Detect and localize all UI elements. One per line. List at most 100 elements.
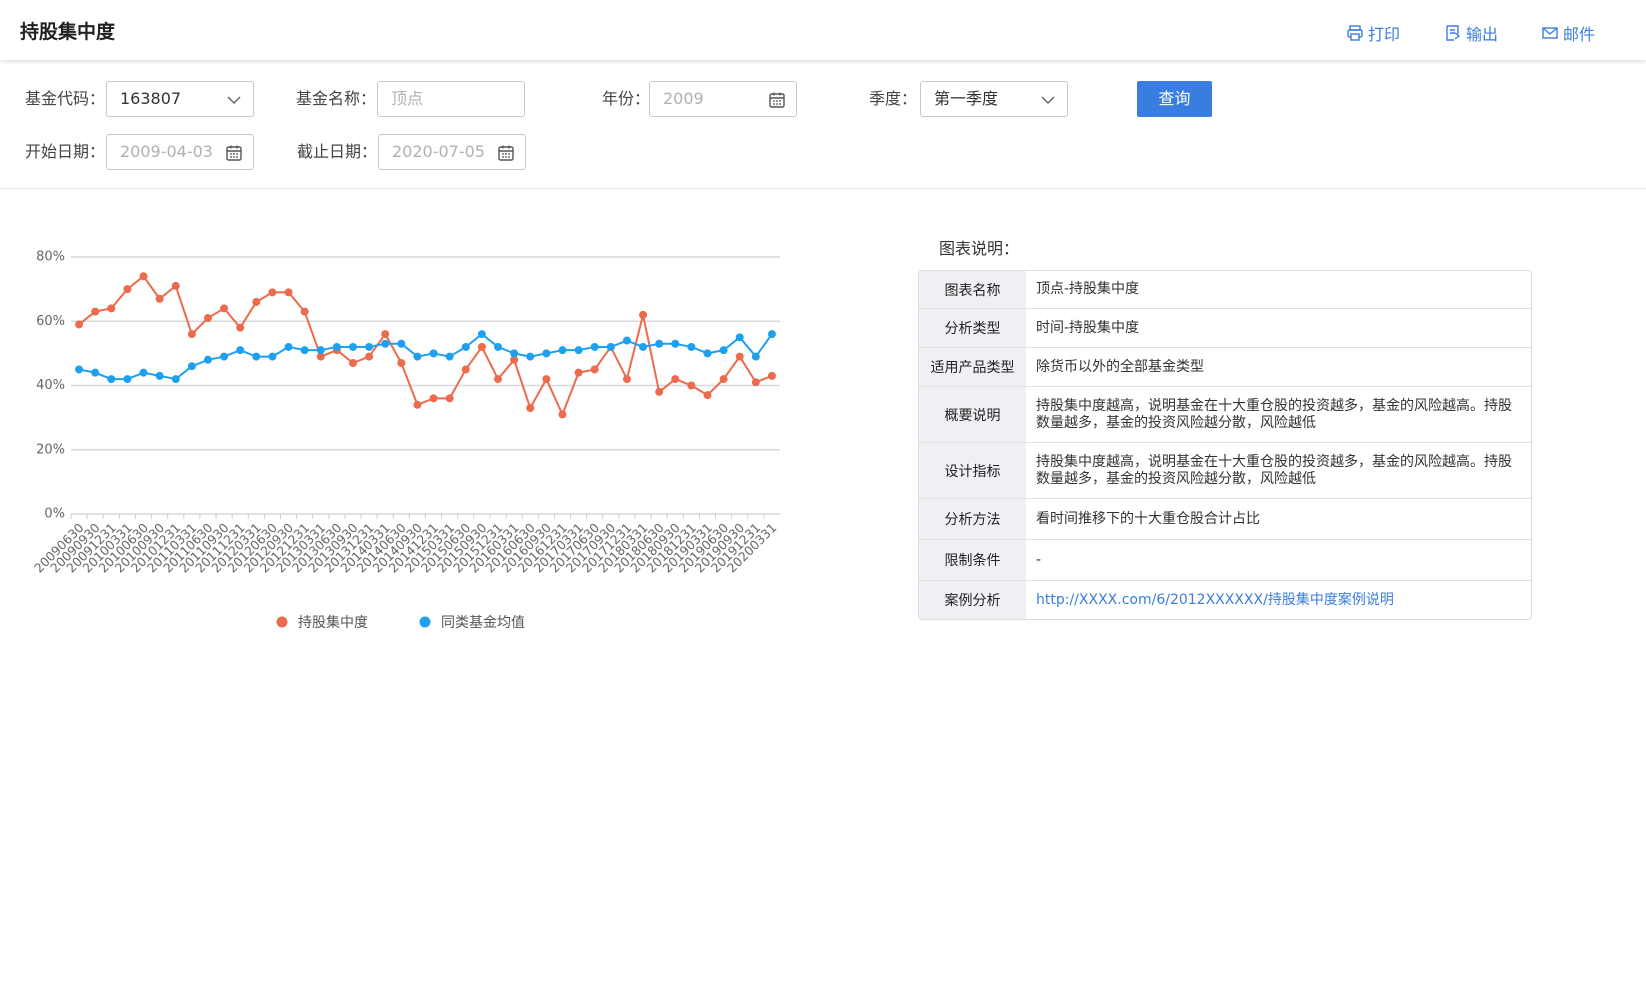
mail-icon bbox=[1542, 27, 1558, 39]
table-row: 概要说明 持股集中度越高，说明基金在十大重仓股的投资越多，基金的风险越高。持股数量… bbox=[919, 386, 1531, 442]
header-action[interactable]: 输出 bbox=[1444, 21, 1498, 45]
data-point bbox=[703, 349, 712, 358]
data-point bbox=[461, 342, 470, 351]
data-point bbox=[558, 346, 567, 355]
row-key: 概要说明 bbox=[919, 387, 1026, 442]
field-placeholder: 顶点 bbox=[391, 89, 424, 108]
data-point bbox=[558, 410, 567, 419]
data-point bbox=[606, 342, 615, 351]
table-row: 分析方法 看时间推移下的十大重仓股合计占比 bbox=[919, 498, 1531, 539]
row-value: 持股集中度越高，说明基金在十大重仓股的投资越多，基金的风险越高。持股数量越多，基… bbox=[1036, 397, 1512, 431]
legend-marker bbox=[276, 616, 288, 628]
data-point bbox=[751, 378, 760, 387]
data-point bbox=[735, 333, 744, 342]
data-point bbox=[671, 339, 680, 348]
page-title: 持股集中度 bbox=[20, 21, 116, 43]
data-point bbox=[429, 349, 438, 358]
data-point bbox=[413, 400, 422, 409]
data-point bbox=[365, 352, 374, 361]
data-point bbox=[719, 346, 728, 355]
data-point bbox=[139, 368, 148, 377]
description-title: 图表说明： bbox=[939, 239, 1020, 258]
data-point bbox=[365, 342, 374, 351]
data-point bbox=[316, 352, 325, 361]
chevron-icon bbox=[1041, 96, 1055, 105]
header-action[interactable]: 邮件 bbox=[1541, 21, 1595, 45]
query-button[interactable]: 查询 bbox=[1137, 81, 1212, 117]
data-point bbox=[268, 352, 277, 361]
data-point bbox=[123, 375, 132, 384]
data-point bbox=[203, 314, 212, 323]
row-key: 限制条件 bbox=[919, 540, 1026, 580]
data-point bbox=[300, 346, 309, 355]
data-point bbox=[703, 391, 712, 400]
data-point bbox=[268, 288, 277, 297]
action-label: 邮件 bbox=[1563, 25, 1596, 44]
data-point bbox=[397, 339, 406, 348]
row-link[interactable]: http://XXXX.com/6/2012XXXXXX/持股集中度案例说明 bbox=[1036, 591, 1394, 608]
data-point bbox=[542, 349, 551, 358]
field-label: 年份： bbox=[602, 89, 651, 108]
data-point bbox=[107, 375, 116, 384]
data-point bbox=[252, 297, 261, 306]
field-input[interactable]: 2009 bbox=[649, 81, 797, 117]
action-label: 输出 bbox=[1466, 25, 1499, 44]
field-label: 开始日期： bbox=[25, 142, 106, 161]
field-input[interactable]: 163807 bbox=[106, 81, 254, 117]
data-point bbox=[494, 375, 503, 384]
data-point bbox=[171, 375, 180, 384]
data-point bbox=[413, 352, 422, 361]
y-tick-label: 80% bbox=[36, 250, 65, 265]
data-point bbox=[510, 355, 519, 364]
row-value: 时间-持股集中度 bbox=[1036, 319, 1140, 336]
field-label: 季度： bbox=[869, 89, 918, 108]
data-point bbox=[75, 320, 84, 329]
field-input[interactable]: 第一季度 bbox=[920, 81, 1068, 117]
data-point bbox=[155, 371, 164, 380]
legend-label: 同类基金均值 bbox=[441, 614, 525, 631]
header-action[interactable]: 打印 bbox=[1346, 21, 1400, 45]
calendar-icon bbox=[769, 92, 785, 108]
data-point bbox=[655, 387, 664, 396]
y-tick-label: 60% bbox=[36, 314, 65, 329]
data-point bbox=[445, 394, 454, 403]
data-point bbox=[767, 371, 776, 380]
data-point bbox=[542, 375, 551, 384]
row-value: 除货币以外的全部基金类型 bbox=[1036, 358, 1204, 375]
field-input[interactable]: 2020-07-05 bbox=[378, 134, 526, 170]
data-point bbox=[316, 346, 325, 355]
calendar-icon bbox=[226, 145, 242, 161]
data-point bbox=[91, 307, 100, 316]
data-point bbox=[494, 342, 503, 351]
data-point bbox=[477, 330, 486, 339]
data-point bbox=[236, 346, 245, 355]
table-row: 限制条件 - bbox=[919, 539, 1531, 580]
row-key: 分析类型 bbox=[919, 309, 1026, 347]
export-icon bbox=[1446, 25, 1461, 41]
field-label: 基金代码： bbox=[25, 89, 106, 108]
data-point bbox=[622, 375, 631, 384]
data-point bbox=[477, 342, 486, 351]
data-point bbox=[751, 352, 760, 361]
data-point bbox=[332, 342, 341, 351]
data-point bbox=[187, 362, 196, 371]
data-point bbox=[236, 323, 245, 332]
field-input[interactable]: 顶点 bbox=[377, 81, 525, 117]
chart: 0%20%40%60%80%20090630200909302009123120… bbox=[31, 250, 780, 631]
data-point bbox=[348, 342, 357, 351]
table-row: 图表名称 顶点-持股集中度 bbox=[919, 271, 1531, 308]
data-point bbox=[526, 403, 535, 412]
data-point bbox=[397, 359, 406, 368]
field-label: 截止日期： bbox=[297, 142, 378, 161]
data-point bbox=[574, 346, 583, 355]
divider bbox=[0, 188, 1646, 189]
data-point bbox=[348, 359, 357, 368]
table-row: 设计指标 持股集中度越高，说明基金在十大重仓股的投资越多，基金的风险越高。持股数量… bbox=[919, 442, 1531, 498]
data-point bbox=[220, 352, 229, 361]
row-key: 图表名称 bbox=[919, 271, 1026, 308]
field-placeholder: 2009 bbox=[663, 89, 704, 108]
field-input[interactable]: 2009-04-03 bbox=[106, 134, 254, 170]
series-line bbox=[78, 332, 773, 381]
calendar-icon bbox=[498, 145, 514, 161]
